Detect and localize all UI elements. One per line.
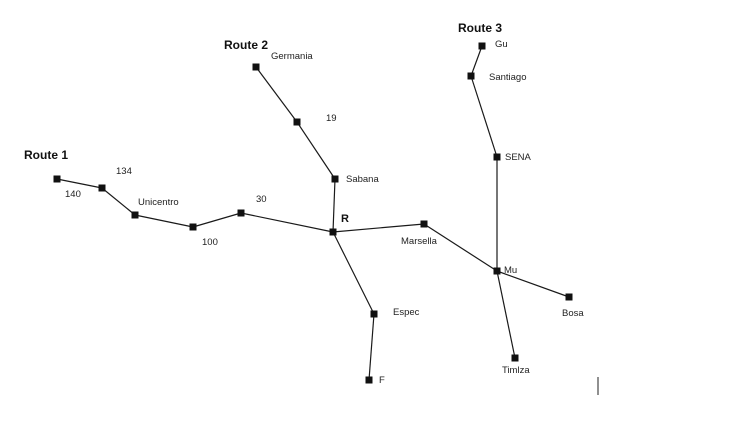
node-bosa — [565, 293, 573, 301]
nodes-layer — [53, 42, 573, 384]
node-label-gu: Gu — [495, 39, 508, 50]
node-espec — [370, 310, 378, 318]
node-label-timiza: Timlza — [502, 365, 530, 376]
node-n100 — [189, 223, 197, 231]
route-1-title: Route 1 — [24, 148, 68, 162]
node-gu — [478, 42, 486, 50]
node-label-mu: Mu — [504, 265, 517, 276]
route-3-title: Route 3 — [458, 21, 502, 35]
edge-germania-n19 — [255, 66, 298, 123]
edge-n30-R — [240, 212, 334, 233]
edge-mu-bosa — [496, 270, 570, 298]
node-unicentro — [131, 211, 139, 219]
node-label-140: 140 — [65, 189, 81, 200]
edge-santiago-sena — [470, 75, 498, 158]
node-n19 — [293, 118, 301, 126]
node-label-unicentro: Unicentro — [138, 197, 179, 208]
node-timiza — [511, 354, 519, 362]
node-label-germania: Germania — [271, 51, 313, 62]
node-label-19: 19 — [326, 113, 337, 124]
node-santiago — [467, 72, 475, 80]
node-label-30: 30 — [256, 194, 267, 205]
edge-n140-n134 — [56, 178, 103, 189]
node-label-santiago: Santiago — [489, 72, 527, 83]
node-label-bosa: Bosa — [562, 308, 584, 319]
node-sena — [493, 153, 501, 161]
node-germania — [252, 63, 260, 71]
node-label-f: F — [379, 375, 385, 386]
edge-unicentro-n100 — [134, 214, 194, 228]
node-label-espec: Espec — [393, 307, 420, 318]
node-r — [329, 228, 337, 236]
edge-n100-n30 — [192, 212, 242, 228]
route-2-title: Route 2 — [224, 38, 268, 52]
node-n140 — [53, 175, 61, 183]
edge-marsella-mu — [423, 223, 498, 272]
node-label-sabana: Sabana — [346, 174, 379, 185]
edge-n134-unicentro — [101, 187, 136, 216]
node-marsella — [420, 220, 428, 228]
node-label-sena: SENA — [505, 152, 532, 163]
node-label-marsella: Marsella — [401, 236, 438, 247]
edge-R-espec — [332, 231, 375, 315]
edge-R-marsella — [332, 223, 425, 233]
edge-sabana-R — [332, 178, 336, 233]
node-label-100: 100 — [202, 237, 218, 248]
node-label-r: R — [341, 213, 349, 225]
edge-gu-santiago — [470, 45, 483, 77]
edge-espec-F — [368, 313, 375, 381]
node-n134 — [98, 184, 106, 192]
node-label-134: 134 — [116, 166, 132, 177]
node-sabana — [331, 175, 339, 183]
edges-layer — [56, 45, 570, 381]
node-f — [365, 376, 373, 384]
node-mu — [493, 267, 501, 275]
node-n30 — [237, 209, 245, 217]
edge-mu-timiza — [496, 270, 516, 359]
edge-n19-sabana — [296, 121, 336, 180]
